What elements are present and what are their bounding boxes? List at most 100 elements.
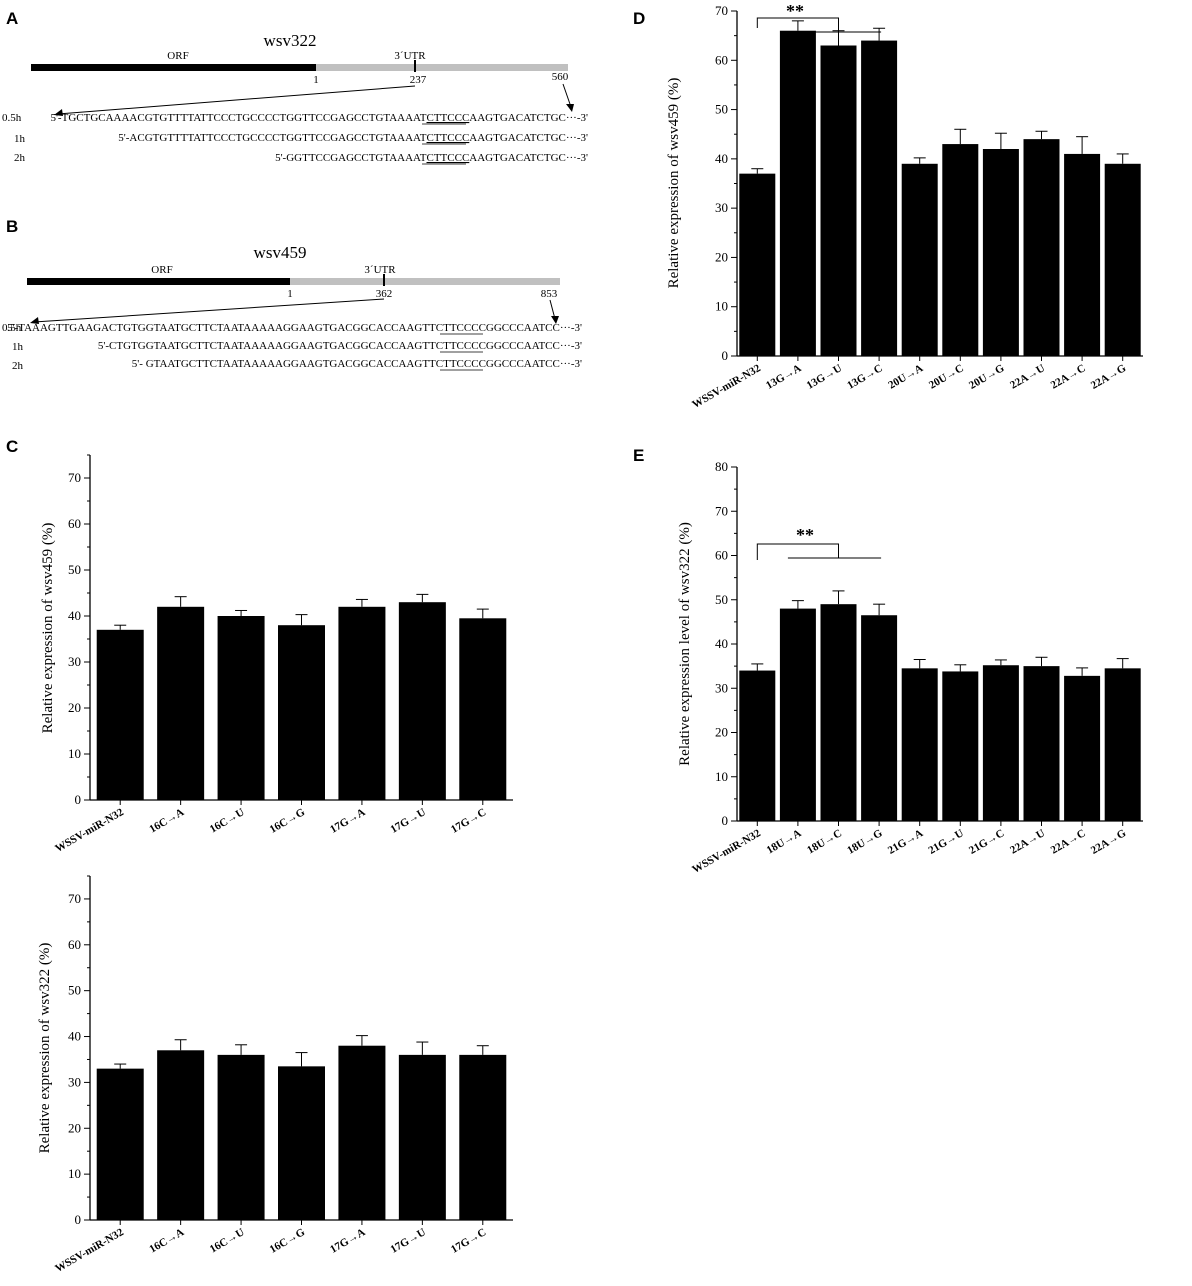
- chart-c-top: 0 10 20 30 40 50 60 70 Relative expression of ws…: [40, 454, 513, 855]
- y-tick-label: 50: [68, 562, 81, 577]
- x-tick-label: 16C→A: [147, 1226, 186, 1255]
- panel-b-seq-2: 5'- GTAATGCTTCTAATAAAAAGGAAGTGACGGCACCAA…: [132, 358, 582, 370]
- panel-d-letter: D: [633, 9, 645, 28]
- bar: [338, 606, 386, 800]
- panel-b-gene-title: wsv459: [254, 243, 307, 262]
- x-tick-label: 20U→G: [967, 362, 1007, 392]
- panel-a-right-arrow: [562, 83, 572, 108]
- significance-stars: **: [796, 525, 814, 545]
- y-tick-label: 70: [715, 503, 728, 518]
- y-tick-label: 10: [715, 769, 728, 784]
- bar: [820, 604, 857, 821]
- panel-a-orf-bar: [31, 64, 316, 71]
- x-tick-label: 20U→A: [886, 362, 925, 391]
- x-tick-label: 16C→G: [268, 1226, 308, 1256]
- x-tick-label: 20U→C: [927, 362, 966, 391]
- x-tick-label: 13G→A: [764, 362, 803, 392]
- panel-a-time-1: 1h: [14, 133, 26, 145]
- panel-a-left-arrow: [57, 85, 416, 115]
- x-tick-label: 21G→U: [926, 827, 965, 857]
- panel-b-orf-bar: [27, 278, 290, 285]
- x-tick-label: 17G→C: [449, 1226, 488, 1256]
- significance-bracket: [756, 543, 839, 560]
- x-tick-label: WSSV-miR-N32: [53, 1226, 126, 1275]
- y-tick-label: 10: [715, 299, 728, 314]
- x-tick-label: 21G→C: [967, 827, 1006, 857]
- bar: [861, 615, 898, 821]
- y-tick-label: 40: [68, 1029, 81, 1044]
- panel-a-seq-2: 5'-GGTTCCGAGCCTGTAAAATCTTCCCAAGTGACATCTG…: [275, 152, 588, 164]
- x-tick-label: 16C→U: [208, 1226, 247, 1255]
- bar: [942, 671, 979, 821]
- bar: [157, 1050, 205, 1220]
- bar: [779, 608, 816, 821]
- panel-b-orf-label: ORF: [151, 264, 172, 276]
- chart-d: 0 10 20 30 40 50 60 70 Relative expression of ws…: [666, 1, 1143, 411]
- panel-a-seq-0: 5'-TGCTGCAAAACGTGTTTTATTCCCTGCCCCTGGTTCC…: [50, 112, 588, 124]
- y-tick-label: 20: [68, 1120, 81, 1135]
- y-tick-label: 40: [68, 608, 81, 623]
- bar: [459, 618, 507, 800]
- panel-b-pos-mid: 362: [376, 288, 393, 300]
- bar: [157, 606, 205, 800]
- x-tick-label: WSSV-miR-N32: [690, 362, 763, 411]
- panel-a-seq-1: 5'-ACGTGTTTTATTCCCTGCCCCTGGTTCCGAGCCTGTA…: [118, 132, 588, 144]
- panel-a-letter: A: [6, 9, 18, 28]
- bar: [1064, 153, 1101, 356]
- bar: [1023, 139, 1060, 356]
- panel-b-time-2: 2h: [12, 360, 24, 372]
- panel-b-right-arrow: [549, 299, 556, 320]
- y-tick-label: 0: [75, 1212, 82, 1227]
- panel-a-pos-mid: 237: [410, 74, 427, 86]
- y-axis-label: Relative expression level of wsv322 (%): [677, 522, 693, 766]
- y-tick-label: 20: [68, 700, 81, 715]
- y-tick-label: 60: [715, 548, 728, 563]
- bar: [1104, 668, 1141, 821]
- y-axis-label: Relative expression of wsv322 (%): [37, 943, 53, 1154]
- panel-a-orf-label: ORF: [167, 50, 188, 62]
- x-tick-label: 22A→G: [1089, 827, 1129, 857]
- y-tick-label: 20: [715, 725, 728, 740]
- chart-c-bottom: 0 10 20 30 40 50 60 70 Relative expression of ws…: [37, 875, 513, 1275]
- panel-a-time-2: 2h: [14, 152, 26, 164]
- bar: [1064, 675, 1101, 821]
- panel-a-left-arrowhead: [54, 109, 63, 116]
- panel-b-right-arrowhead: [551, 316, 559, 324]
- panel-b-utr-label: 3´UTR: [364, 264, 396, 276]
- bar: [338, 1045, 386, 1220]
- x-tick-label: 17G→A: [328, 806, 367, 836]
- bar: [398, 602, 446, 800]
- panel-b-time-0: 0.5h: [2, 322, 22, 334]
- bar: [96, 1068, 144, 1220]
- panel-b: B wsv459 ORF 3´UTR 1 362 853 0.5h 1h 2h …: [2, 217, 582, 372]
- x-tick-label: 21G→A: [886, 827, 925, 857]
- bar: [901, 668, 938, 821]
- y-tick-label: 30: [715, 680, 728, 695]
- bar: [1104, 163, 1141, 356]
- bar: [820, 45, 857, 356]
- x-tick-label: 18U→A: [765, 827, 804, 856]
- x-tick-label: 17G→C: [449, 806, 488, 836]
- significance-stars: **: [786, 1, 804, 21]
- bar: [398, 1054, 446, 1220]
- panel-b-left-arrow: [33, 298, 385, 323]
- panel-b-pos-end: 853: [541, 288, 558, 300]
- bar: [278, 625, 325, 800]
- y-axis-label: Relative expression of wsv459 (%): [666, 78, 682, 289]
- x-tick-label: 17G→A: [328, 1226, 367, 1256]
- panel-c-letter: C: [6, 437, 18, 456]
- panel-a: A wsv322 ORF 3´UTR 1 237 560 0.5h 1h 2h …: [2, 9, 588, 165]
- bar: [217, 616, 265, 800]
- panel-a-right-arrowhead: [566, 104, 574, 112]
- bar: [96, 629, 144, 800]
- y-tick-label: 70: [68, 891, 81, 906]
- y-tick-label: 40: [715, 151, 728, 166]
- panel-a-time-0: 0.5h: [2, 112, 22, 124]
- y-tick-label: 50: [715, 102, 728, 117]
- chart-e: 0 10 20 30 40 50 60 70 80 Relative expression lev…: [677, 459, 1143, 876]
- panel-a-utr-bar: [316, 64, 568, 71]
- x-tick-label: 17G→U: [389, 1226, 428, 1256]
- panel-b-utr-bar: [290, 278, 560, 285]
- bar: [861, 40, 898, 356]
- y-axis-label: Relative expression of wsv459 (%): [40, 523, 56, 734]
